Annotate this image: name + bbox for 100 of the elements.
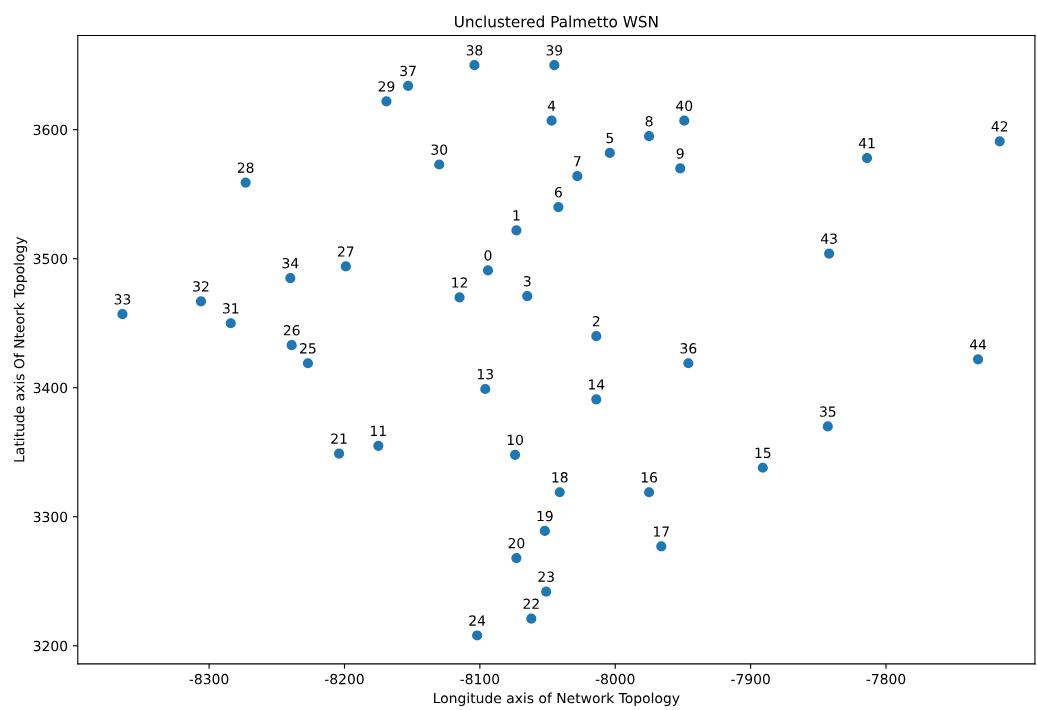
point: [656, 541, 667, 552]
point: [333, 448, 345, 459]
text: 12: [452, 277, 467, 288]
text: 31: [222, 303, 239, 314]
point: [824, 248, 835, 259]
point: [549, 60, 560, 71]
point: [675, 163, 686, 174]
point: [434, 159, 445, 170]
chart-title: Unclustered Palmetto WSN: [455, 15, 658, 28]
point: [972, 354, 984, 365]
text: 40: [676, 100, 693, 112]
point: [195, 296, 207, 307]
text: 20: [508, 537, 525, 549]
point: [994, 136, 1005, 147]
point: [683, 358, 694, 369]
text: 22: [523, 598, 539, 609]
point: [757, 462, 768, 473]
point: [511, 225, 522, 236]
text: 18: [552, 472, 568, 483]
y-tick-label: 3200: [33, 640, 68, 652]
text: 37: [400, 65, 416, 77]
x-tick-label: -8300: [189, 673, 229, 685]
text: 19: [537, 510, 553, 522]
point: [822, 421, 833, 432]
point: [604, 147, 615, 158]
text: 34: [282, 257, 299, 269]
point: [591, 394, 602, 405]
text: 5: [606, 132, 614, 144]
point: [539, 525, 550, 537]
point: [381, 96, 392, 107]
y-tick-label: 3400: [33, 382, 68, 394]
text: 35: [820, 406, 836, 417]
text: 44: [969, 339, 987, 350]
text: 28: [237, 162, 254, 173]
text: 3: [523, 275, 531, 287]
text: 2: [592, 315, 600, 327]
y-tick-label: 3500: [33, 253, 68, 265]
text: 1: [513, 210, 520, 221]
text: 23: [538, 571, 554, 582]
text: 21: [331, 433, 347, 444]
text: 14: [588, 379, 605, 390]
text: 26: [283, 325, 300, 336]
x-tick-label: -7900: [731, 673, 770, 685]
text: 11: [371, 425, 386, 436]
text: 43: [820, 233, 837, 244]
point: [286, 340, 297, 351]
point: [553, 202, 564, 213]
text: 17: [653, 526, 669, 537]
text: 24: [469, 615, 486, 626]
text: 9: [676, 148, 684, 159]
text: 42: [991, 121, 1008, 132]
point: [644, 131, 655, 142]
point: [554, 487, 565, 498]
point: [285, 272, 296, 284]
point: [526, 613, 537, 624]
point: [469, 60, 480, 71]
x-tick-label: -8200: [324, 673, 364, 685]
text: 29: [378, 81, 395, 92]
text: 39: [546, 45, 563, 56]
text: 10: [507, 434, 523, 446]
point: [546, 115, 557, 126]
y-tick-label: 3600: [33, 124, 68, 136]
x-tick-label: -8100: [460, 673, 500, 685]
text: 41: [858, 138, 875, 149]
point: [509, 449, 521, 460]
point: [225, 318, 236, 329]
point: [117, 309, 128, 320]
y-tick-label: 3300: [33, 511, 68, 523]
point: [591, 331, 602, 342]
point: [340, 261, 351, 272]
text: 30: [431, 144, 448, 155]
text: 32: [193, 281, 209, 292]
text: 0: [484, 250, 492, 261]
point: [861, 152, 873, 164]
point: [472, 630, 483, 641]
text: 6: [554, 186, 562, 198]
text: 13: [477, 368, 493, 380]
text: 4: [547, 100, 556, 111]
text: 36: [680, 343, 697, 354]
point: [522, 291, 533, 302]
text: 7: [574, 156, 581, 167]
point: [511, 552, 522, 564]
text: 38: [466, 45, 483, 56]
text: 16: [641, 472, 658, 483]
y-axis-title: Latitude axis Of Nteork Topology: [13, 236, 28, 462]
text: 15: [755, 447, 771, 459]
x-tick-label: -8000: [595, 673, 635, 685]
text: 8: [645, 116, 653, 127]
x-axis-title: Longitude axis of Network Topology: [434, 692, 680, 707]
text: 27: [338, 246, 354, 257]
point: [644, 487, 655, 498]
point: [480, 383, 491, 395]
point: [373, 440, 384, 451]
text: 33: [114, 294, 131, 305]
point: [302, 358, 314, 369]
point: [679, 115, 690, 126]
x-tick-label: -7800: [866, 673, 906, 685]
point: [541, 586, 552, 597]
text: 25: [300, 343, 316, 354]
point: [454, 292, 465, 303]
